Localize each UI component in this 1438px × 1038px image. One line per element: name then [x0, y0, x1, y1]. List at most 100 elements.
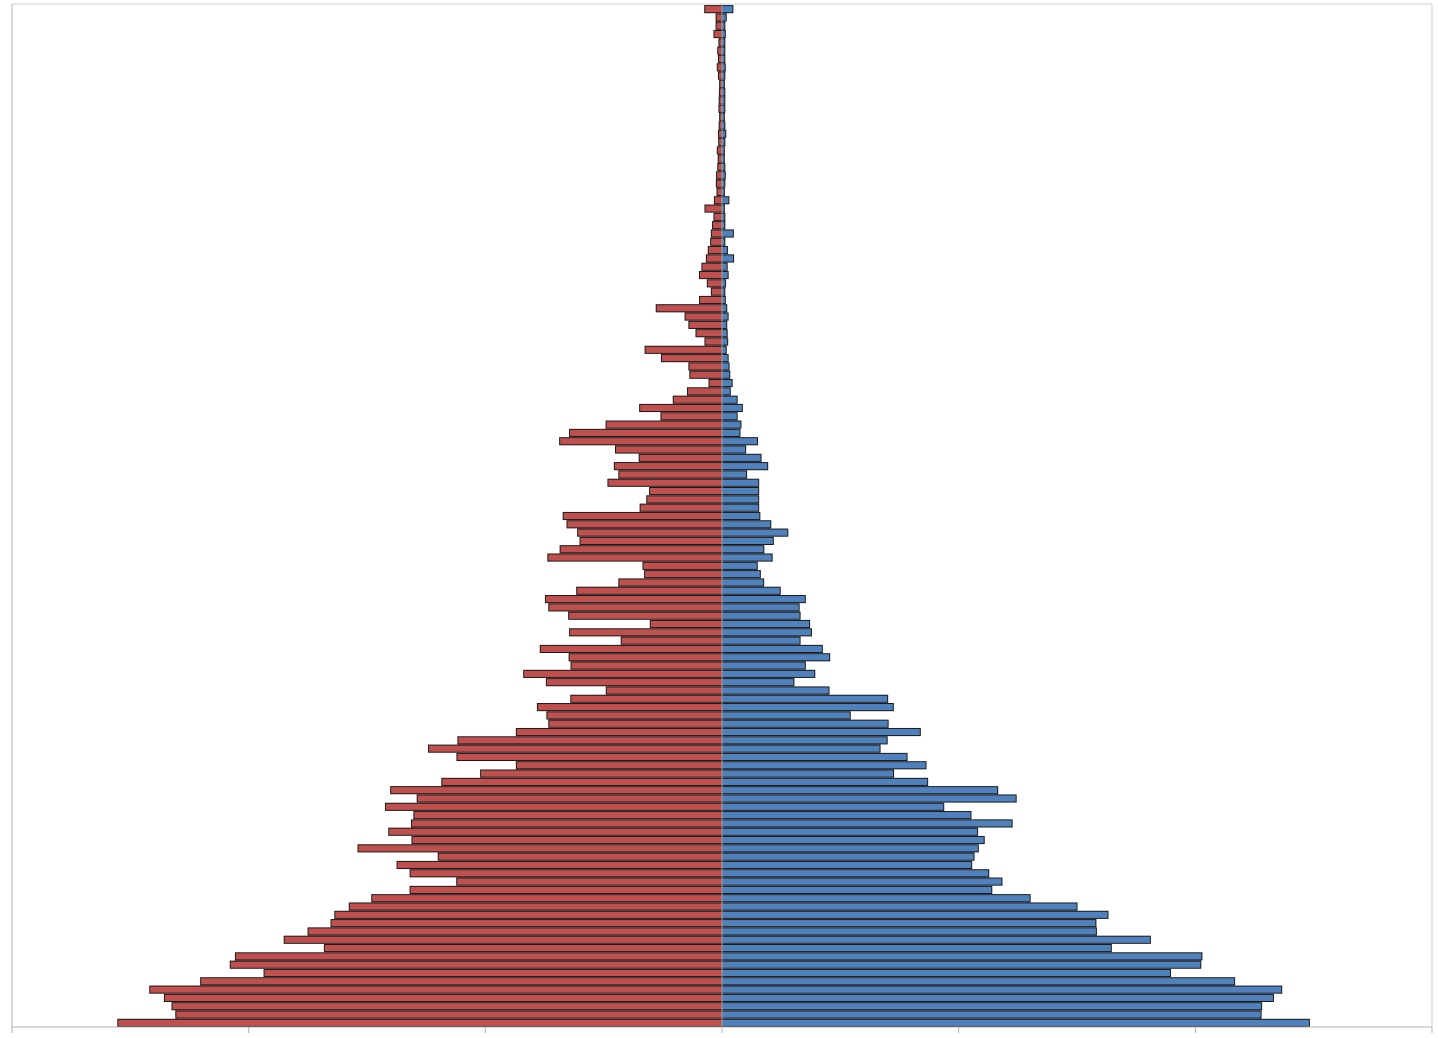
right-bar-54: [721, 570, 761, 579]
left-bar-101: [715, 179, 723, 188]
right-bar-51: [721, 595, 806, 604]
left-bar-81: [644, 345, 723, 354]
left-bar-93: [707, 246, 723, 255]
right-bar-5: [721, 977, 1236, 986]
right-bar-69: [721, 445, 747, 454]
left-bar-25: [413, 811, 723, 820]
left-bar-37: [546, 711, 723, 720]
right-bar-57: [721, 545, 765, 554]
right-bar-14: [721, 902, 1078, 911]
x-axis-ticks: [11, 1027, 1433, 1033]
right-bar-33: [721, 744, 881, 753]
right-bar-86: [721, 304, 728, 313]
right-bar-56: [721, 553, 773, 562]
left-bar-20: [437, 852, 723, 861]
right-bar-30: [721, 769, 895, 778]
right-bar-29: [721, 777, 929, 786]
left-bar-0: [117, 1018, 723, 1027]
right-bar-78: [721, 370, 731, 379]
left-bar-40: [605, 686, 723, 695]
right-bar-66: [721, 470, 748, 479]
left-bar-33: [428, 744, 723, 753]
left-bar-68: [638, 453, 723, 462]
right-bar-84: [721, 320, 728, 329]
left-bar-4: [149, 985, 723, 994]
left-bar-58: [579, 536, 723, 545]
left-bar-57: [559, 545, 723, 554]
left-bar-9: [323, 943, 723, 953]
right-bar-26: [721, 802, 945, 811]
left-bar-117: [717, 46, 723, 55]
right-bar-15: [721, 894, 1031, 903]
left-bar-69: [615, 445, 723, 454]
left-bar-15: [371, 894, 723, 903]
right-bar-3: [721, 993, 1274, 1002]
left-bar-60: [566, 520, 723, 529]
right-bar-73: [721, 412, 738, 421]
left-bar-36: [548, 719, 723, 728]
right-bar-11: [721, 927, 1097, 936]
left-bar-119: [713, 30, 723, 39]
left-bar-19: [396, 860, 723, 870]
left-bar-44: [568, 653, 723, 662]
left-bar-96: [712, 221, 723, 230]
right-bar-81: [721, 345, 727, 354]
left-bar-52: [576, 586, 723, 595]
right-bar-85: [721, 312, 729, 321]
left-bar-1: [175, 1010, 723, 1019]
left-bar-105: [716, 146, 723, 155]
right-bar-50: [721, 603, 800, 612]
left-bar-107: [717, 129, 723, 138]
right-bar-0: [721, 1018, 1310, 1027]
right-bar-107: [721, 129, 727, 138]
left-bar-29: [441, 777, 723, 786]
left-bar-116: [717, 54, 723, 64]
right-bar-53: [721, 578, 765, 587]
right-bar-80: [721, 354, 729, 363]
left-bar-38: [536, 703, 723, 712]
left-bar-11: [307, 927, 723, 936]
left-bar-71: [569, 428, 723, 437]
left-bar-61: [562, 511, 723, 521]
right-bar-39: [721, 694, 889, 703]
left-bar-5: [200, 977, 723, 986]
left-bar-16: [409, 885, 723, 894]
left-bar-51: [544, 595, 723, 604]
left-bar-82: [704, 337, 723, 346]
right-bar-83: [721, 329, 728, 338]
left-bar-35: [515, 727, 723, 737]
right-bar-70: [721, 437, 758, 446]
right-bar-9: [721, 943, 1112, 953]
left-bar-115: [716, 63, 723, 72]
left-bar-45: [539, 644, 723, 654]
left-bar-31: [515, 761, 723, 770]
right-bar-92: [721, 254, 735, 263]
right-bar-48: [721, 619, 811, 629]
right-bar-67: [721, 462, 769, 471]
right-bar-77: [721, 378, 733, 388]
right-bar-122: [721, 5, 734, 14]
left-bar-22: [411, 835, 723, 845]
right-bar-19: [721, 860, 973, 870]
right-bar-35: [721, 727, 921, 737]
left-bar-94: [710, 237, 723, 246]
right-bar-47: [721, 628, 812, 637]
left-bar-83: [695, 329, 723, 338]
right-bar-20: [721, 852, 975, 861]
left-bar-18: [409, 869, 723, 878]
right-bar-4: [721, 985, 1283, 994]
left-bar-100: [716, 187, 723, 197]
left-bar-17: [456, 877, 723, 886]
right-bar-12: [721, 919, 1097, 928]
left-bar-90: [699, 270, 723, 280]
right-bar-32: [721, 752, 908, 762]
left-bar-114: [717, 71, 723, 80]
left-bar-54: [644, 570, 723, 579]
left-bar-46: [620, 636, 723, 645]
right-bar-76: [721, 387, 731, 396]
right-bar-21: [721, 844, 979, 853]
left-bar-12: [330, 919, 723, 928]
left-bar-13: [334, 910, 723, 919]
left-bar-86: [655, 304, 723, 313]
left-bar-91: [701, 262, 723, 271]
